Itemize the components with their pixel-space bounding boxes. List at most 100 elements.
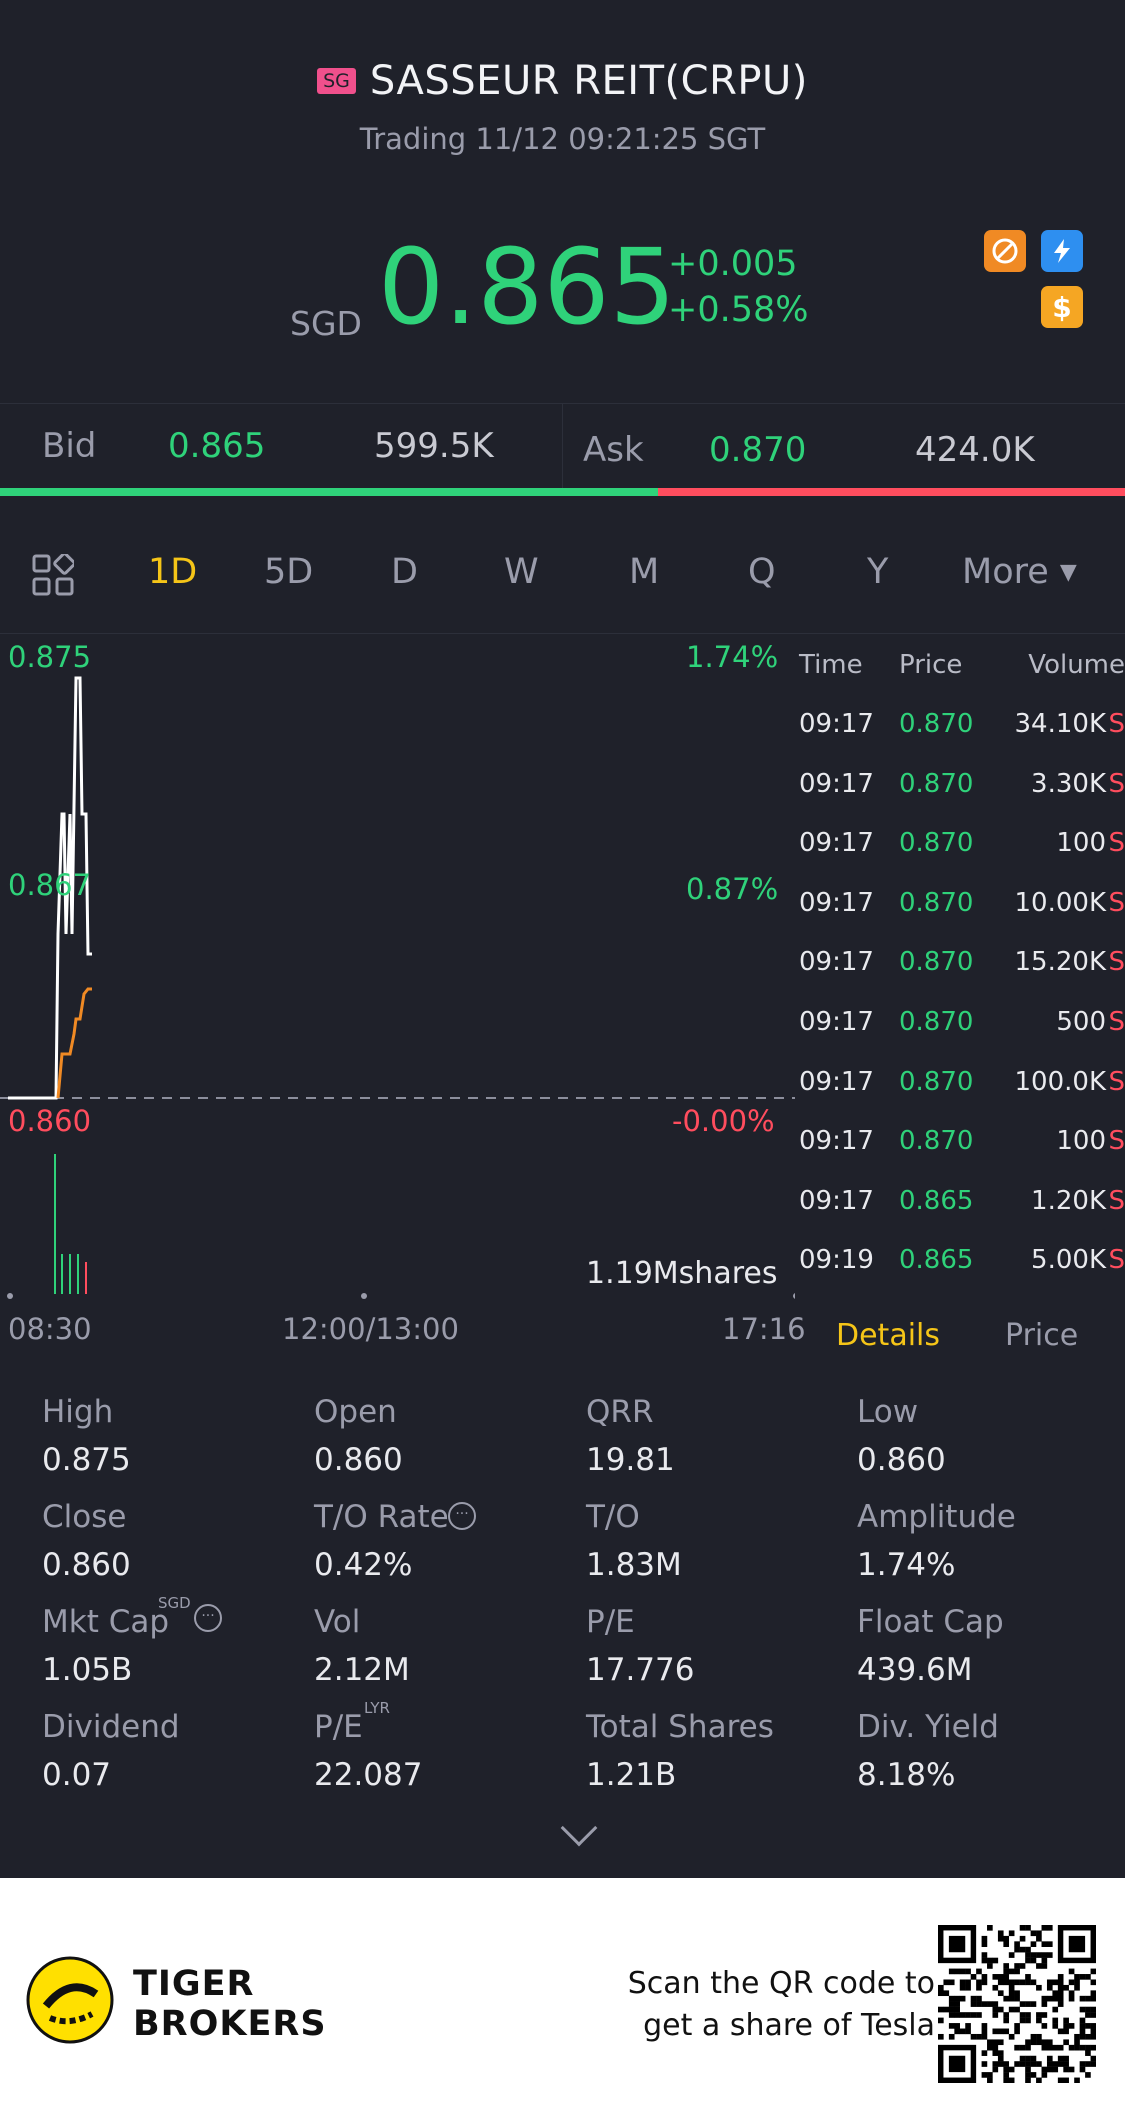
y-label-high: 0.875 (8, 640, 92, 674)
stat-label: Low (857, 1394, 919, 1430)
trade-price: 0.865 (899, 1245, 974, 1276)
tiger-logo-icon (26, 1956, 114, 2048)
tab-y[interactable]: Y (867, 552, 889, 592)
qr-caption: Scan the QR code to get a share of Tesla (628, 1963, 935, 2047)
stat-value: 19.81 (586, 1442, 675, 1478)
price-change-pct: +0.58% (668, 290, 809, 330)
more-info-icon[interactable]: ··· (194, 1604, 222, 1632)
trade-price: 0.870 (899, 947, 974, 978)
pct-label-low: -0.00% (672, 1104, 775, 1138)
stat-label: Total Shares (586, 1709, 774, 1745)
trade-side: S (1108, 1066, 1125, 1097)
trade-side: S (1108, 1185, 1125, 1216)
pct-label-mid: 0.87% (686, 872, 779, 906)
trade-price: 0.870 (899, 887, 974, 918)
stat-label: QRR (586, 1394, 654, 1430)
tab-d[interactable]: D (391, 552, 418, 592)
lightning-icon[interactable] (1041, 230, 1083, 272)
table-row: 09:17 0.870 10.00K S (798, 888, 1125, 928)
stat-label: Div. Yield (857, 1709, 999, 1745)
table-row: 09:17 0.870 100 S (798, 828, 1125, 868)
trade-volume: 100.0K (1014, 1066, 1106, 1097)
price-change: +0.005 (668, 244, 798, 284)
stat-label: Dividend (42, 1709, 180, 1745)
trade-time: 09:17 (799, 828, 874, 859)
trade-side: S (1108, 828, 1125, 859)
expand-chevron-icon[interactable] (560, 1809, 598, 1847)
ask-size: 424.0K (915, 430, 1035, 470)
y-label-mid: 0.867 (8, 868, 92, 902)
trade-price: 0.870 (899, 1007, 974, 1037)
stat-label: High (42, 1394, 114, 1430)
stat-value: 8.18% (857, 1757, 956, 1793)
tab-more[interactable]: More ▼ (962, 552, 1077, 592)
trade-volume: 3.30K (1031, 768, 1106, 799)
market-badge: SG (317, 68, 356, 94)
scan-line2: get a share of Tesla (643, 2008, 935, 2043)
trade-time: 09:17 (799, 1066, 874, 1097)
trade-volume: 10.00K (1014, 887, 1106, 918)
dollar-icon[interactable]: $ (1041, 286, 1083, 328)
trade-side: S (1108, 887, 1125, 918)
tab-details[interactable]: Details (836, 1318, 941, 1353)
trade-price: 0.870 (899, 768, 974, 799)
bid-ask-divider (562, 404, 563, 489)
stat-value: 1.05B (42, 1652, 133, 1688)
stat-label: P/E (314, 1709, 363, 1745)
stat-value: 0.875 (42, 1442, 131, 1478)
promo-footer: TIGER BROKERS Scan the QR code to get a … (0, 1878, 1125, 2113)
brand-line1: TIGER (133, 1964, 255, 2004)
trade-side: S (1108, 709, 1125, 739)
more-label: More (962, 552, 1049, 592)
trade-side: S (1108, 768, 1125, 799)
intraday-chart[interactable]: 0.875 0.867 0.860 1.74% 0.87% -0.00% 1.1… (0, 634, 806, 1346)
tab-w[interactable]: W (504, 552, 539, 592)
tab-5d[interactable]: 5D (264, 552, 314, 592)
stat-value: 0.860 (857, 1442, 946, 1478)
table-row: 09:17 0.870 3.30K S (798, 769, 1125, 809)
trade-time: 09:19 (799, 1245, 874, 1276)
tab-q[interactable]: Q (748, 552, 776, 592)
caret-down-icon: ▼ (1059, 560, 1077, 585)
layout-grid-icon[interactable] (32, 552, 76, 596)
volume-label: 1.19Mshares (586, 1256, 778, 1291)
header-volume: Volume (1028, 650, 1125, 680)
ask-share-bar (658, 488, 1125, 496)
brand-line2: BROKERS (133, 2004, 327, 2044)
trade-volume: 5.00K (1031, 1245, 1106, 1276)
chart-canvas (0, 676, 795, 1299)
stat-label: T/O (586, 1499, 640, 1535)
trading-status: Trading 11/12 09:21:25 SGT (359, 122, 766, 156)
brand-name: TIGER BROKERS (133, 1964, 327, 2044)
tab-price[interactable]: Price (1005, 1318, 1079, 1353)
y-label-low: 0.860 (8, 1104, 92, 1138)
stat-superscript: LYR (364, 1699, 390, 1717)
stat-label: Open (314, 1394, 397, 1430)
trade-price: 0.870 (899, 1126, 974, 1157)
stat-superscript: SGD (158, 1594, 191, 1612)
stat-label: Close (42, 1499, 127, 1535)
stat-value: 0.860 (314, 1442, 403, 1478)
table-row: 09:17 0.870 34.10K S (798, 709, 1125, 749)
table-row: 09:17 0.865 1.20K S (798, 1186, 1125, 1226)
more-info-icon[interactable]: ··· (448, 1502, 476, 1530)
bid-size: 599.5K (374, 426, 494, 466)
tab-1d[interactable]: 1D (148, 552, 198, 592)
stat-label: Vol (314, 1604, 361, 1640)
trade-price: 0.870 (899, 709, 974, 739)
pct-label-high: 1.74% (686, 640, 779, 674)
header-time: Time (799, 650, 863, 680)
stat-label: Amplitude (857, 1499, 1016, 1535)
bid-share-bar (0, 488, 658, 496)
stat-label: Float Cap (857, 1604, 1004, 1640)
trade-volume: 15.20K (1014, 947, 1106, 978)
tab-m[interactable]: M (629, 552, 660, 592)
no-short-icon[interactable] (984, 230, 1026, 272)
page-title: SASSEUR REIT(CRPU) (369, 58, 808, 104)
trade-time: 09:17 (799, 768, 874, 799)
trade-volume: 500 (1056, 1007, 1106, 1037)
qr-code (938, 1925, 1096, 2083)
trade-volume: 100 (1056, 1126, 1106, 1157)
stat-value: 1.83M (586, 1547, 682, 1583)
last-price: 0.865 (378, 226, 676, 348)
